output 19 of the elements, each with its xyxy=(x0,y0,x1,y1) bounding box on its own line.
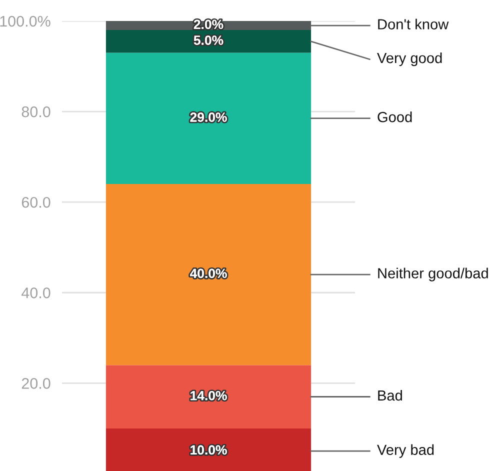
bar xyxy=(106,30,312,53)
text: Good xyxy=(378,112,412,122)
y-tick-label: 60.0 xyxy=(22,196,50,208)
bar xyxy=(106,184,312,366)
y-tick-label: 80.0 xyxy=(22,106,50,118)
y-tick-label: 20.0 xyxy=(22,378,50,389)
y-tick-label: 100.0% xyxy=(0,16,50,27)
data-label: 10.0% xyxy=(190,445,227,455)
bar xyxy=(106,52,312,184)
data-label: 29.0% xyxy=(190,112,227,122)
text: Don't know xyxy=(378,18,449,30)
y-tick-label: 40.0 xyxy=(22,287,50,298)
text: Very good xyxy=(377,52,442,66)
text: Neither good/bad xyxy=(378,268,488,282)
data-label: 14.0% xyxy=(190,390,227,400)
data-label: 5.0% xyxy=(194,36,224,45)
text: Very bad xyxy=(377,444,434,458)
text: Bad xyxy=(378,390,402,401)
data-label: 40.0% xyxy=(190,268,227,278)
